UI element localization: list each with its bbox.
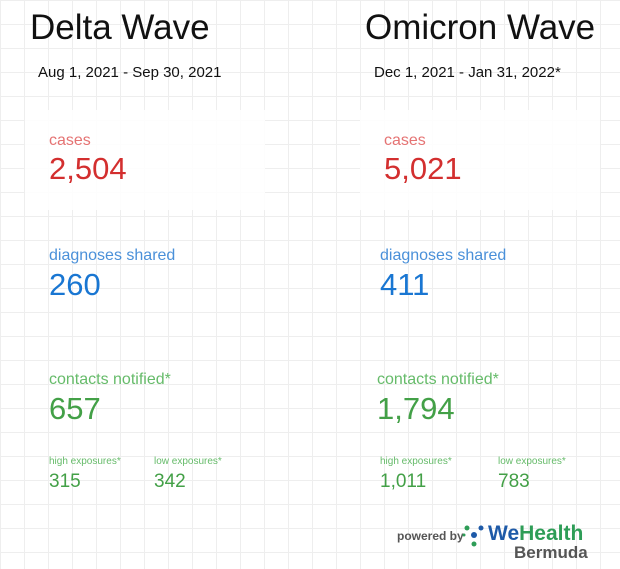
low-exposures-value: 783 bbox=[498, 471, 530, 492]
wave-title: Delta Wave bbox=[30, 8, 210, 47]
wave-title: Omicron Wave bbox=[365, 8, 596, 47]
diagnoses-value: 411 bbox=[380, 267, 430, 302]
region-label: Bermuda bbox=[514, 543, 588, 562]
high-exposures-value: 1,011 bbox=[380, 471, 427, 492]
low-exposures-label: low exposures* bbox=[154, 456, 222, 467]
low-exposures-label: low exposures* bbox=[498, 456, 566, 467]
powered-by-label: powered by bbox=[397, 529, 464, 543]
contacts-label: contacts notified* bbox=[49, 371, 171, 388]
cases-label: cases bbox=[49, 132, 91, 149]
diagnoses-value: 260 bbox=[49, 267, 101, 302]
contacts-value: 1,794 bbox=[377, 391, 455, 426]
cases-label: cases bbox=[384, 132, 426, 149]
cases-card bbox=[25, 110, 265, 210]
cases-value: 2,504 bbox=[49, 151, 127, 186]
wehealth-logo-icon bbox=[462, 525, 484, 547]
high-exposures-label: high exposures* bbox=[380, 456, 452, 467]
brand-we: We bbox=[488, 522, 520, 545]
diagnoses-label: diagnoses shared bbox=[49, 247, 176, 264]
contacts-value: 657 bbox=[49, 391, 101, 426]
cases-value: 5,021 bbox=[384, 151, 462, 186]
low-exposures-value: 342 bbox=[154, 471, 186, 492]
high-exposures-value: 315 bbox=[49, 471, 81, 492]
brand-health: Health bbox=[519, 522, 584, 545]
wave-dates: Aug 1, 2021 - Sep 30, 2021 bbox=[38, 64, 222, 81]
wehealth-brand: WeHealth bbox=[488, 522, 583, 546]
high-exposures-label: high exposures* bbox=[49, 456, 121, 467]
contacts-label: contacts notified* bbox=[377, 371, 499, 388]
cases-card bbox=[360, 110, 600, 210]
diagnoses-label: diagnoses shared bbox=[380, 247, 507, 264]
wave-dates: Dec 1, 2021 - Jan 31, 2022* bbox=[374, 64, 561, 81]
